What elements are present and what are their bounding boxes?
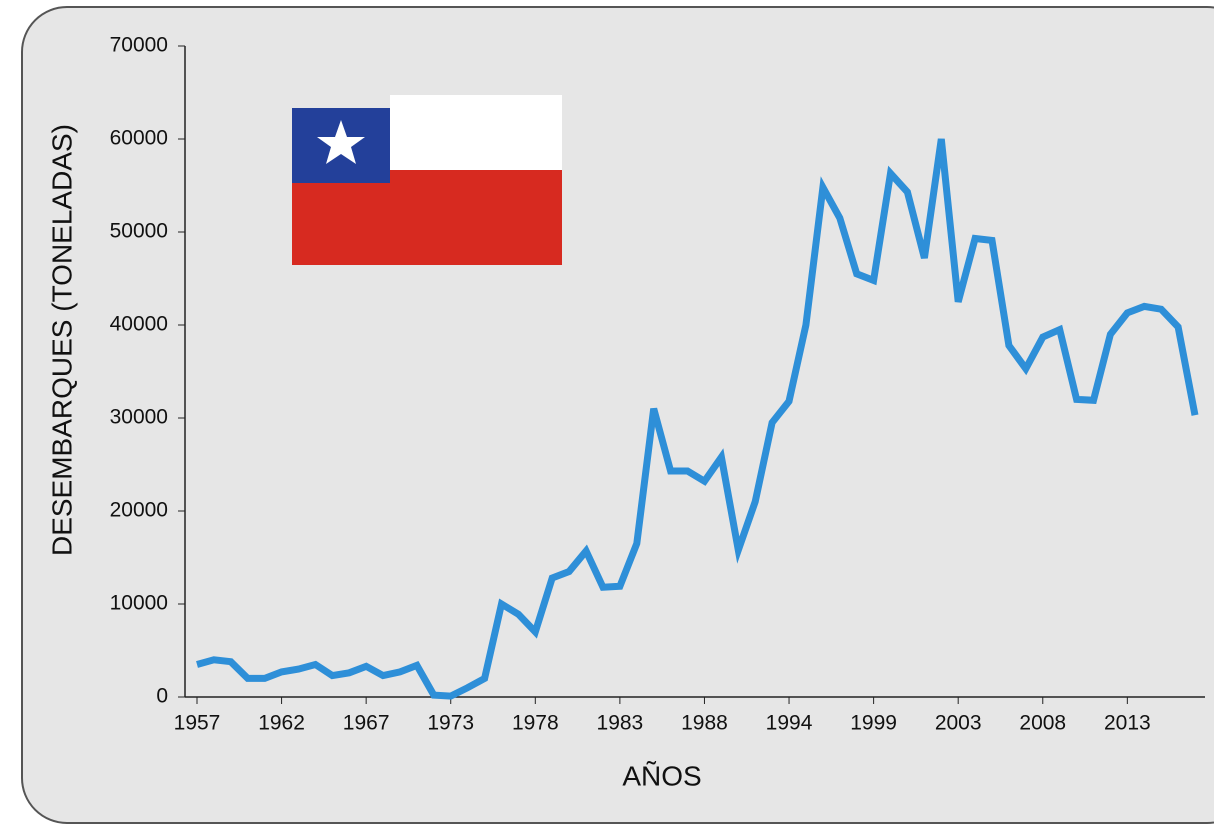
y-tick-label: 50000 (110, 220, 168, 243)
y-tick-label: 60000 (110, 127, 168, 150)
y-tick-label: 10000 (110, 592, 168, 615)
y-tick-label: 0 (156, 685, 168, 708)
x-tick-label: 1988 (681, 712, 728, 735)
flag-white (390, 95, 562, 170)
x-tick-label: 2008 (1019, 712, 1066, 735)
x-tick-label: 1962 (258, 712, 305, 735)
chart: AÑOS DESEMBARQUES (TONELADAS) 0 10000 2000… (0, 0, 1214, 835)
x-tick-label: 1983 (597, 712, 644, 735)
x-tick-label: 2003 (935, 712, 982, 735)
x-tick-label: 1994 (766, 712, 813, 735)
x-tick-label: 1967 (343, 712, 390, 735)
chart-panel (22, 7, 1214, 823)
y-axis-title: DESEMBARQUES (TONELADAS) (46, 124, 77, 556)
y-tick-label: 20000 (110, 499, 168, 522)
x-axis-title: AÑOS (622, 760, 701, 791)
x-tick-label: 1973 (427, 712, 474, 735)
y-tick-label: 40000 (110, 313, 168, 336)
x-tick-label: 1999 (850, 712, 897, 735)
x-tick-label: 1957 (174, 712, 221, 735)
x-tick-label: 2013 (1104, 712, 1151, 735)
y-tick-label: 70000 (110, 34, 168, 57)
flag (292, 95, 562, 265)
x-tick-label: 1978 (512, 712, 559, 735)
y-tick-label: 30000 (110, 406, 168, 429)
page: AÑOS DESEMBARQUES (TONELADAS) 0 10000 2000… (0, 0, 1214, 835)
